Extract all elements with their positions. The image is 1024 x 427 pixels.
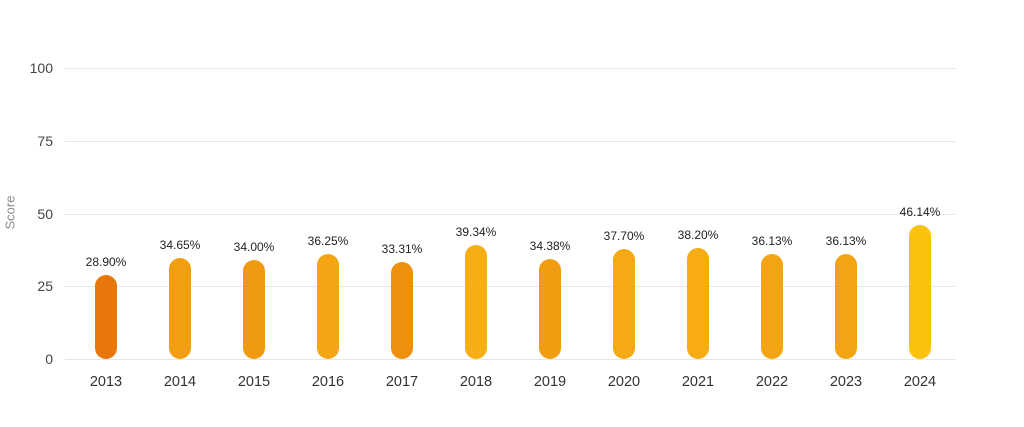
value-label: 39.34% — [455, 224, 497, 239]
x-tick-label-2013: 2013 — [89, 374, 123, 390]
value-label: 36.13% — [751, 233, 793, 248]
bar-2017[interactable] — [391, 262, 413, 359]
y-tick-label: 75 — [37, 133, 53, 149]
bar-2022[interactable] — [761, 253, 783, 359]
value-label: 37.70% — [603, 229, 645, 244]
bar-2021[interactable] — [687, 247, 709, 359]
bar-2024[interactable] — [909, 224, 931, 359]
x-tick-label-2019: 2019 — [533, 374, 567, 390]
value-label: 36.25% — [307, 233, 349, 248]
value-label: 33.31% — [381, 242, 423, 257]
x-tick-label-2016: 2016 — [311, 374, 345, 390]
x-tick-label-2015: 2015 — [237, 374, 271, 390]
bar-2014[interactable] — [169, 258, 191, 359]
bar-2013[interactable] — [95, 274, 117, 359]
x-tick-label-2020: 2020 — [607, 374, 641, 390]
bar-2023[interactable] — [835, 253, 857, 359]
gridline-50 — [65, 214, 956, 215]
gridline-75 — [65, 141, 956, 142]
value-label: 38.20% — [677, 227, 719, 242]
x-tick-label-2022: 2022 — [755, 374, 789, 390]
y-tick-label: 100 — [29, 60, 53, 76]
x-tick-label-2021: 2021 — [681, 374, 715, 390]
bar-2018[interactable] — [465, 244, 487, 359]
x-tick-label-2024: 2024 — [903, 374, 937, 390]
y-tick-label: 25 — [37, 278, 53, 294]
x-tick-label-2023: 2023 — [829, 374, 863, 390]
bar-2020[interactable] — [613, 249, 635, 359]
x-tick-label-2014: 2014 — [163, 374, 197, 390]
y-tick-label: 0 — [45, 351, 53, 367]
value-label: 34.00% — [233, 240, 275, 255]
gridline-25 — [65, 286, 956, 287]
value-label: 46.14% — [899, 204, 941, 219]
gridline-0 — [65, 359, 956, 360]
y-tick-label: 50 — [37, 206, 53, 222]
value-label: 34.65% — [159, 238, 201, 253]
bar-2015[interactable] — [243, 260, 265, 359]
x-tick-label-2017: 2017 — [385, 374, 419, 390]
gridline-100 — [65, 68, 956, 69]
bar-2016[interactable] — [317, 253, 339, 359]
bar-2019[interactable] — [539, 259, 561, 359]
x-tick-label-2018: 2018 — [459, 374, 493, 390]
value-label: 34.38% — [529, 238, 571, 253]
value-label: 28.90% — [85, 254, 127, 269]
value-label: 36.13% — [825, 233, 867, 248]
